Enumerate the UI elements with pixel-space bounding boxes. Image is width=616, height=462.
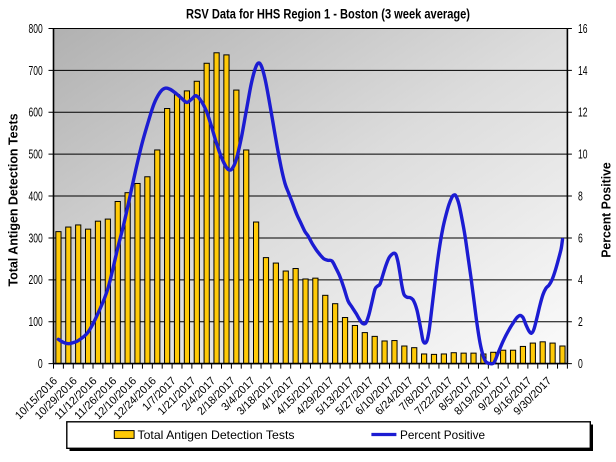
- svg-text:700: 700: [29, 64, 43, 78]
- svg-text:8: 8: [578, 189, 583, 203]
- svg-text:6: 6: [578, 231, 583, 245]
- svg-text:300: 300: [29, 231, 43, 245]
- svg-text:Total Antigen Detection Tests: Total Antigen Detection Tests: [7, 113, 21, 286]
- svg-text:Total Antigen Detection Tests: Total Antigen Detection Tests: [138, 428, 295, 442]
- svg-text:14: 14: [578, 64, 588, 78]
- svg-text:500: 500: [29, 148, 43, 162]
- svg-text:0: 0: [578, 357, 583, 371]
- svg-text:400: 400: [29, 189, 43, 203]
- svg-text:800: 800: [29, 22, 43, 36]
- svg-text:RSV Data for HHS Region 1 - Bo: RSV Data for HHS Region 1 - Boston (3 we…: [186, 7, 470, 22]
- svg-text:200: 200: [29, 273, 43, 287]
- svg-text:100: 100: [29, 315, 43, 329]
- svg-text:12: 12: [578, 106, 588, 120]
- svg-text:Percent Positive: Percent Positive: [400, 428, 485, 442]
- svg-text:16: 16: [578, 22, 588, 36]
- svg-text:4: 4: [578, 273, 583, 287]
- svg-text:600: 600: [29, 106, 43, 120]
- svg-text:0: 0: [38, 357, 43, 371]
- svg-text:2: 2: [578, 315, 583, 329]
- svg-text:Percent Positive: Percent Positive: [600, 162, 614, 258]
- svg-text:10: 10: [578, 148, 588, 162]
